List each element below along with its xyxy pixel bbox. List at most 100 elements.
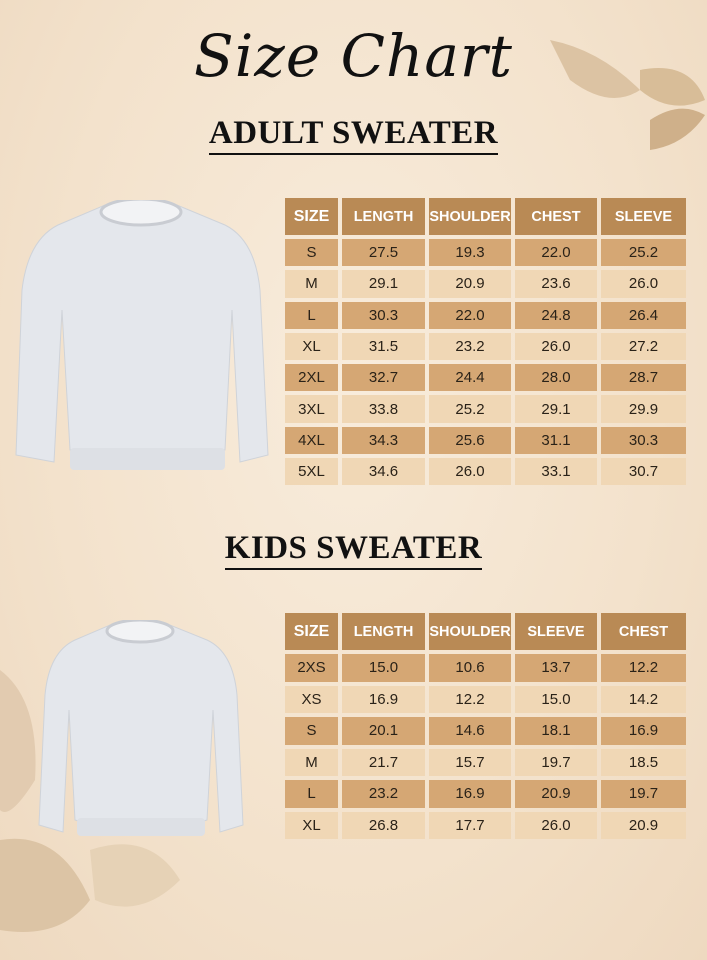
column-header: SIZE bbox=[285, 198, 338, 235]
table-cell: 15.7 bbox=[429, 748, 511, 776]
page-title: Size Chart bbox=[194, 22, 513, 90]
table-row: M 29.1 20.9 23.6 26.0 bbox=[285, 270, 686, 298]
table-cell: 23.2 bbox=[342, 780, 425, 808]
table-cell: 31.1 bbox=[515, 426, 597, 455]
kids-size-table: SIZE LENGTH SHOULDER SLEEVE CHEST 2XS 15.0 10.6… bbox=[281, 609, 690, 843]
table-cell: 2XS bbox=[285, 654, 338, 682]
table-cell: 24.4 bbox=[429, 364, 511, 392]
table-cell: 21.7 bbox=[342, 748, 425, 776]
table-cell: 25.6 bbox=[429, 426, 511, 455]
table-cell: 10.6 bbox=[429, 654, 511, 682]
table-cell: 18.1 bbox=[515, 717, 597, 745]
table-cell: 34.3 bbox=[342, 426, 425, 455]
table-row: XL 26.8 17.7 26.0 20.9 bbox=[285, 811, 686, 839]
table-cell: 22.0 bbox=[515, 239, 597, 267]
column-header: SLEEVE bbox=[515, 613, 597, 650]
table-row: L 23.2 16.9 20.9 19.7 bbox=[285, 780, 686, 808]
table-row: XS 16.9 12.2 15.0 14.2 bbox=[285, 685, 686, 713]
table-cell: 5XL bbox=[285, 458, 338, 486]
table-cell: 26.4 bbox=[601, 301, 686, 329]
table-row: 4XL 34.3 25.6 31.1 30.3 bbox=[285, 426, 686, 455]
table-cell: 27.2 bbox=[601, 332, 686, 361]
table-cell: S bbox=[285, 717, 338, 745]
column-header: CHEST bbox=[601, 613, 686, 650]
table-cell: 16.9 bbox=[601, 717, 686, 745]
table-cell: 18.5 bbox=[601, 748, 686, 776]
table-row: 2XL 32.7 24.4 28.0 28.7 bbox=[285, 364, 686, 392]
table-cell: 32.7 bbox=[342, 364, 425, 392]
table-cell: 24.8 bbox=[515, 301, 597, 329]
table-cell: 29.9 bbox=[601, 395, 686, 423]
column-header: LENGTH bbox=[342, 613, 425, 650]
table-cell: 4XL bbox=[285, 426, 338, 455]
table-cell: 28.0 bbox=[515, 364, 597, 392]
table-cell: 3XL bbox=[285, 395, 338, 423]
adult-size-table: SIZE LENGTH SHOULDER CHEST SLEEVE S 27.5 19.3 22… bbox=[281, 194, 690, 489]
column-header: SHOULDER bbox=[429, 198, 511, 235]
adult-heading: ADULT SWEATER bbox=[0, 115, 707, 155]
table-cell: M bbox=[285, 270, 338, 298]
table-cell: S bbox=[285, 239, 338, 267]
table-cell: 15.0 bbox=[342, 654, 425, 682]
leaf-decoration-icon bbox=[0, 670, 180, 932]
table-cell: 2XL bbox=[285, 364, 338, 392]
table-cell: 26.8 bbox=[342, 811, 425, 839]
table-cell: 20.1 bbox=[342, 717, 425, 745]
table-cell: 20.9 bbox=[515, 780, 597, 808]
table-cell: 30.7 bbox=[601, 458, 686, 486]
column-header: SIZE bbox=[285, 613, 338, 650]
table-cell: XL bbox=[285, 811, 338, 839]
table-cell: 14.6 bbox=[429, 717, 511, 745]
table-row: 3XL 33.8 25.2 29.1 29.9 bbox=[285, 395, 686, 423]
adult-sweater-image bbox=[15, 200, 269, 470]
table-cell: 15.0 bbox=[515, 685, 597, 713]
table-cell: 33.8 bbox=[342, 395, 425, 423]
table-cell: L bbox=[285, 780, 338, 808]
table-row: L 30.3 22.0 24.8 26.4 bbox=[285, 301, 686, 329]
column-header: LENGTH bbox=[342, 198, 425, 235]
table-cell: 19.7 bbox=[601, 780, 686, 808]
table-cell: 26.0 bbox=[429, 458, 511, 486]
table-header-row: SIZE LENGTH SHOULDER CHEST SLEEVE bbox=[285, 198, 686, 235]
table-row: 2XS 15.0 10.6 13.7 12.2 bbox=[285, 654, 686, 682]
table-cell: 19.3 bbox=[429, 239, 511, 267]
column-header: CHEST bbox=[515, 198, 597, 235]
table-cell: 12.2 bbox=[601, 654, 686, 682]
table-cell: 25.2 bbox=[601, 239, 686, 267]
adult-heading-text: ADULT SWEATER bbox=[208, 115, 499, 155]
table-cell: 29.1 bbox=[515, 395, 597, 423]
table-cell: 26.0 bbox=[515, 332, 597, 361]
table-cell: 29.1 bbox=[342, 270, 425, 298]
table-row: 5XL 34.6 26.0 33.1 30.7 bbox=[285, 458, 686, 486]
table-cell: 23.6 bbox=[515, 270, 597, 298]
kids-sweater-image bbox=[38, 620, 244, 836]
table-row: M 21.7 15.7 19.7 18.5 bbox=[285, 748, 686, 776]
table-cell: 23.2 bbox=[429, 332, 511, 361]
table-cell: 26.0 bbox=[515, 811, 597, 839]
table-cell: 13.7 bbox=[515, 654, 597, 682]
table-cell: M bbox=[285, 748, 338, 776]
table-cell: 30.3 bbox=[601, 426, 686, 455]
table-row: XL 31.5 23.2 26.0 27.2 bbox=[285, 332, 686, 361]
table-cell: 34.6 bbox=[342, 458, 425, 486]
column-header: SHOULDER bbox=[429, 613, 511, 650]
table-cell: 16.9 bbox=[342, 685, 425, 713]
kids-heading-text: KIDS SWEATER bbox=[224, 530, 483, 570]
column-header: SLEEVE bbox=[601, 198, 686, 235]
table-cell: XS bbox=[285, 685, 338, 713]
table-cell: 12.2 bbox=[429, 685, 511, 713]
table-cell: 19.7 bbox=[515, 748, 597, 776]
kids-heading: KIDS SWEATER bbox=[0, 530, 707, 570]
table-cell: 16.9 bbox=[429, 780, 511, 808]
table-cell: 33.1 bbox=[515, 458, 597, 486]
leaf-decoration-icon bbox=[550, 40, 705, 150]
table-cell: 25.2 bbox=[429, 395, 511, 423]
table-cell: L bbox=[285, 301, 338, 329]
table-cell: 22.0 bbox=[429, 301, 511, 329]
table-cell: 27.5 bbox=[342, 239, 425, 267]
table-cell: 14.2 bbox=[601, 685, 686, 713]
table-cell: 30.3 bbox=[342, 301, 425, 329]
table-cell: XL bbox=[285, 332, 338, 361]
table-cell: 28.7 bbox=[601, 364, 686, 392]
table-cell: 20.9 bbox=[429, 270, 511, 298]
